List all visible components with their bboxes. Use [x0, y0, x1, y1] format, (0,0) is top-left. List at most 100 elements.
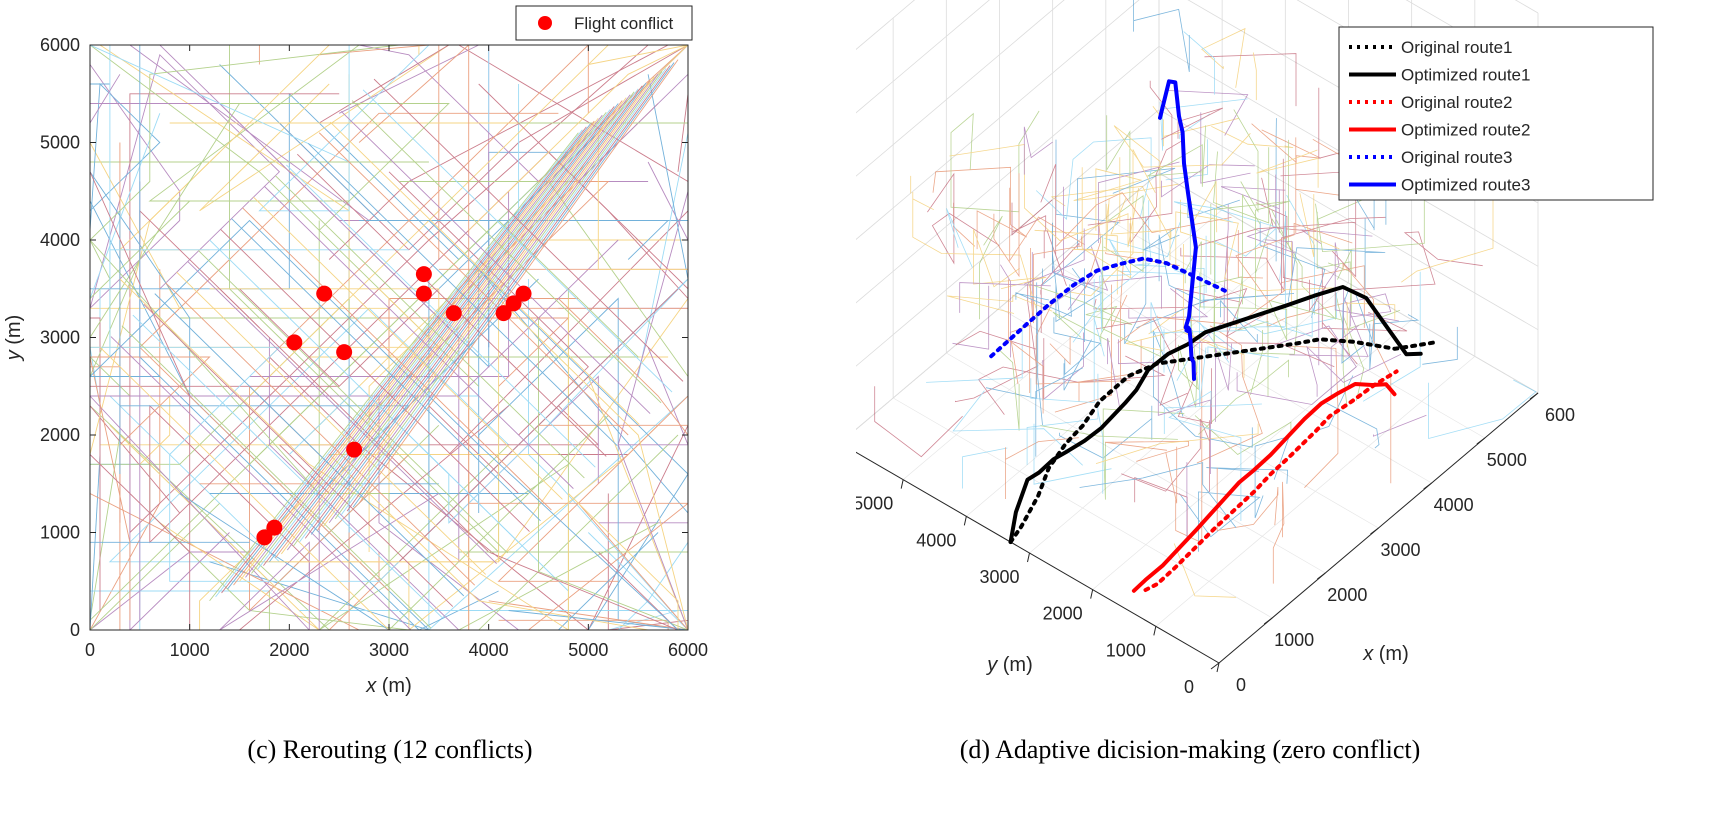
x-tick: [1476, 437, 1486, 445]
flight-path: [1026, 373, 1104, 494]
flight-path: [1233, 109, 1259, 213]
legend-label: Flight conflict: [574, 14, 673, 33]
flight-path: [1177, 368, 1212, 424]
conflict-point: [505, 295, 522, 312]
flight-path: [90, 522, 659, 630]
flight-path: [1095, 423, 1259, 464]
right-caption: (d) Adaptive dicision-making (zero confl…: [959, 735, 1421, 764]
x-tick-label: 4000: [1434, 495, 1474, 515]
flight-path: [1178, 330, 1199, 408]
flight-path: [1206, 467, 1289, 484]
y-tick: [1216, 662, 1220, 673]
flight-path: [1288, 218, 1386, 302]
flight-path: [264, 186, 574, 489]
y-tick-label: 6000: [40, 35, 80, 55]
flight-path: [233, 120, 595, 586]
flight-path: [1282, 158, 1327, 312]
flight-path: [340, 110, 651, 414]
flight-path: [1133, 0, 1190, 72]
x-tick-label: 5000: [568, 640, 608, 660]
flight-path: [1428, 379, 1537, 440]
x-tick-label: 2000: [269, 640, 309, 660]
flight-path: [90, 395, 440, 630]
route-line: [1143, 369, 1399, 592]
y-tick-label: 5000: [856, 494, 893, 514]
flight-path: [408, 424, 659, 630]
flight-path: [1286, 345, 1339, 488]
flight-path: [1008, 279, 1044, 414]
flight-path: [257, 109, 611, 570]
flight-path: [548, 45, 688, 377]
flight-path: [90, 356, 131, 621]
flight-path: [259, 45, 589, 368]
flight-path: [428, 220, 688, 630]
flight-path: [1129, 138, 1185, 245]
flight-path: [1201, 27, 1246, 88]
flight-path: [90, 45, 181, 514]
flight-path: [1121, 418, 1210, 492]
flight-path: [99, 346, 390, 630]
flight-path: [1102, 236, 1161, 358]
flight-path: [1188, 315, 1279, 359]
flight-path: [1040, 425, 1178, 440]
flight-path: [578, 45, 688, 182]
flight-path: [1052, 246, 1109, 311]
legend-label: Original route1: [1401, 38, 1513, 57]
flight-path: [1242, 193, 1261, 305]
flight-path: [316, 79, 651, 531]
flight-path: [1015, 284, 1072, 317]
flight-path: [528, 279, 688, 630]
flight-path: [275, 100, 623, 559]
flight-path: [1256, 149, 1319, 188]
flight-path: [1330, 324, 1360, 396]
flight-path: [90, 171, 191, 630]
flight-path: [1237, 230, 1264, 279]
flight-path: [215, 129, 583, 598]
y-axis-label: y (m): [3, 315, 25, 363]
flight-path: [1214, 209, 1298, 355]
y-tick-label: 2000: [40, 425, 80, 445]
flight-path: [90, 220, 101, 611]
flight-path: [1035, 367, 1083, 457]
flight-path: [319, 45, 609, 260]
flight-path: [220, 228, 530, 532]
y-tick-label: 1000: [40, 523, 80, 543]
legend: Original route1 Optimized route1 Original …: [1338, 26, 1654, 201]
flight-path: [154, 293, 465, 597]
flight-path: [90, 45, 121, 484]
flight-path: [946, 294, 1053, 314]
flight-path: [1049, 336, 1071, 366]
flight-path: [1318, 375, 1354, 431]
y-tick: [900, 479, 904, 489]
grid-line: [902, 209, 1223, 480]
x-axis-label: x (m): [1362, 643, 1409, 665]
flight-path: [1099, 238, 1132, 333]
flight-path: [281, 97, 627, 555]
conflict-point: [346, 441, 363, 458]
flight-path: [90, 92, 570, 348]
flight-path: [379, 395, 688, 630]
conflict-point: [316, 285, 333, 302]
legend-label: Original route3: [1401, 148, 1513, 167]
flight-path: [121, 325, 432, 629]
flight-path: [90, 405, 509, 630]
flight-path: [269, 356, 688, 630]
flight-path: [1198, 168, 1357, 278]
flight-path: [198, 250, 508, 554]
flight-path: [1183, 31, 1215, 95]
flight-path: [1040, 242, 1080, 333]
flight-path: [985, 282, 1038, 399]
flight-path: [358, 45, 470, 630]
flight-path: [677, 93, 688, 172]
flight-path: [1252, 52, 1257, 101]
flight-path: [90, 74, 390, 552]
flight-path: [1107, 338, 1120, 407]
flight-path: [1373, 414, 1427, 437]
flight-path: [1085, 221, 1102, 289]
flight-path: [1087, 80, 1173, 226]
flight-path: [253, 196, 563, 500]
flight-path: [187, 261, 497, 565]
flight-path: [90, 532, 688, 630]
legend-label: Optimized route2: [1401, 121, 1530, 140]
legend-label: Optimized route3: [1401, 176, 1530, 195]
